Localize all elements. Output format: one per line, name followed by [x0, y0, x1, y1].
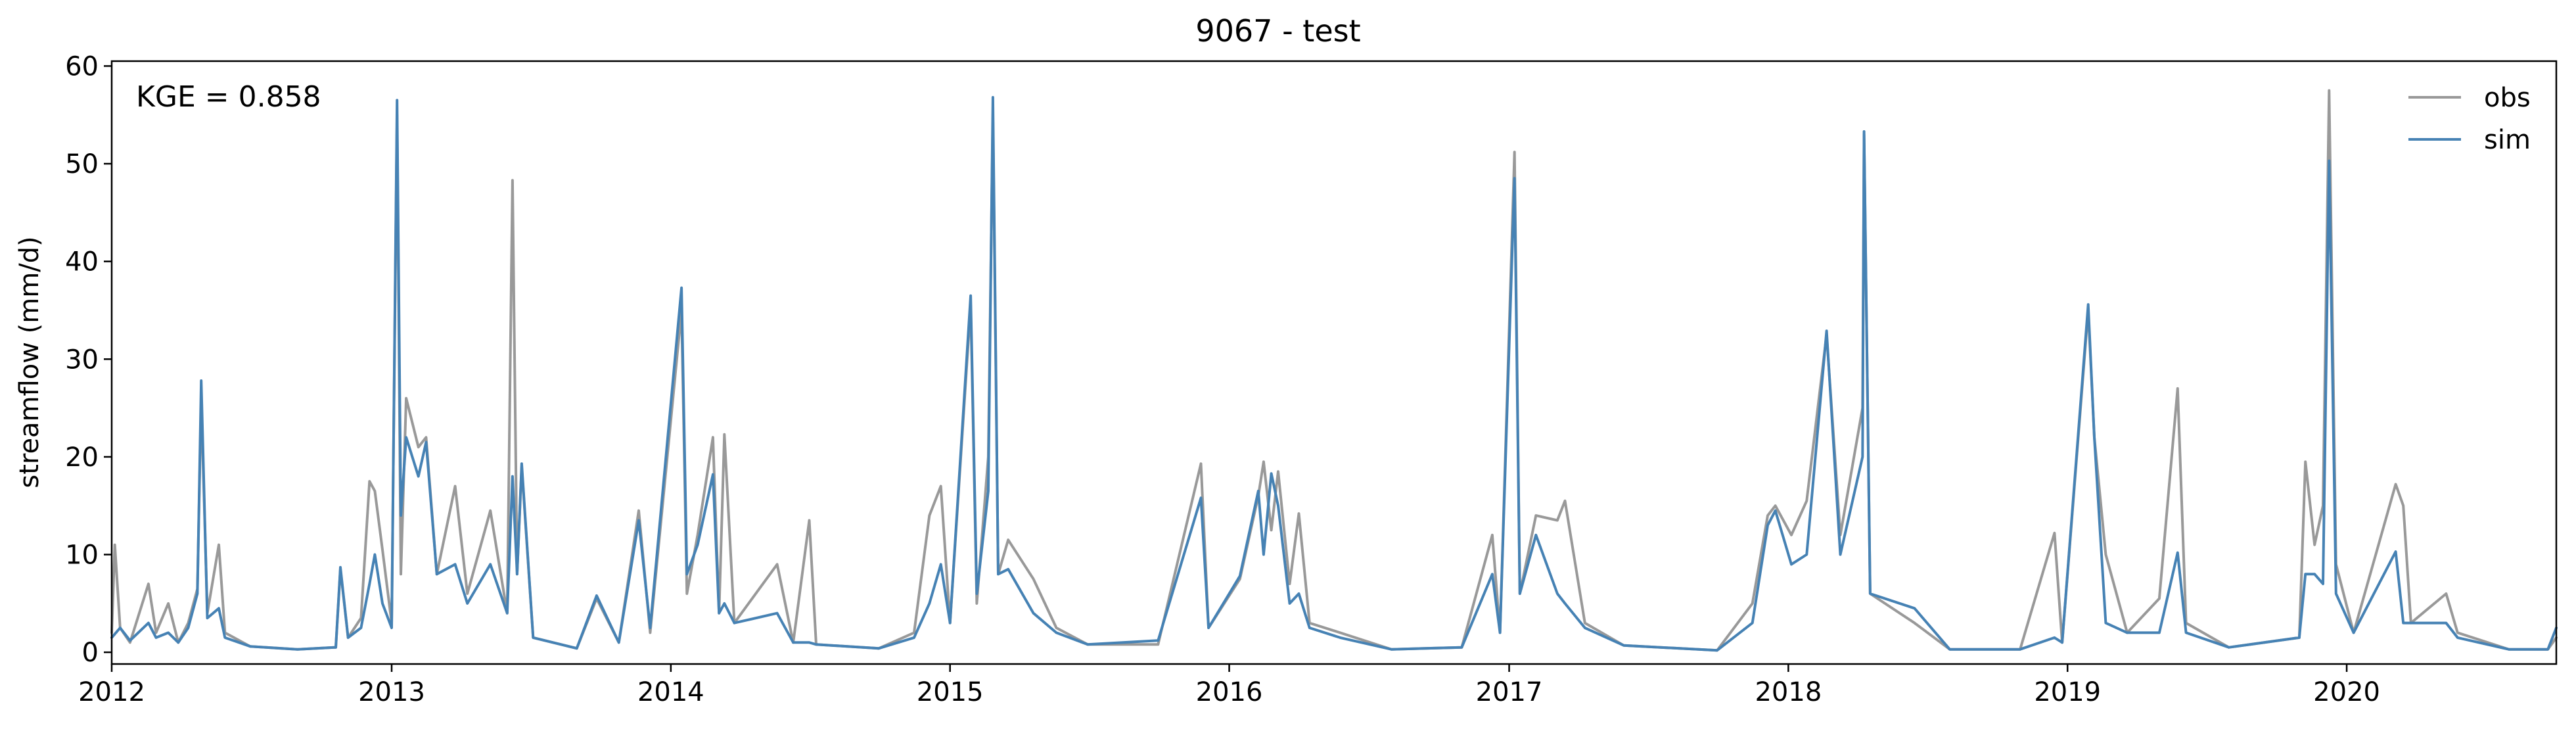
y-tick-label: 60: [65, 51, 99, 82]
legend: obs sim: [2408, 83, 2531, 155]
legend-label-obs: obs: [2484, 83, 2531, 113]
x-tick-label: 2015: [917, 677, 984, 707]
y-tick-label: 50: [65, 149, 99, 179]
legend-label-sim: sim: [2484, 125, 2531, 155]
y-axis: 0 10 20 30 40 50 60: [65, 51, 112, 668]
series-layer: [110, 89, 2558, 652]
chart-title: 9067 - test: [1195, 13, 1360, 49]
x-tick-label: 2018: [1755, 677, 1822, 707]
series-line-sim: [110, 96, 2558, 652]
x-tick-label: 2017: [1476, 677, 1543, 707]
kge-annotation: KGE = 0.858: [136, 80, 321, 114]
y-axis-label: streamflow (mm/d): [14, 236, 45, 488]
x-axis: 2012 2013 2014 2015 2016 2017 2018 2019 2020: [78, 664, 2380, 707]
x-tick-label: 2016: [1196, 677, 1263, 707]
x-tick-label: 2020: [2313, 677, 2380, 707]
y-tick-label: 20: [65, 442, 99, 473]
x-tick-label: 2013: [358, 677, 425, 707]
x-tick-label: 2019: [2034, 677, 2101, 707]
y-tick-label: 0: [82, 638, 99, 668]
y-tick-label: 30: [65, 344, 99, 375]
x-tick-label: 2014: [637, 677, 704, 707]
x-tick-label: 2012: [78, 677, 145, 707]
plot-frame: [110, 60, 2558, 665]
y-tick-label: 10: [65, 540, 99, 571]
y-tick-label: 40: [65, 247, 99, 277]
